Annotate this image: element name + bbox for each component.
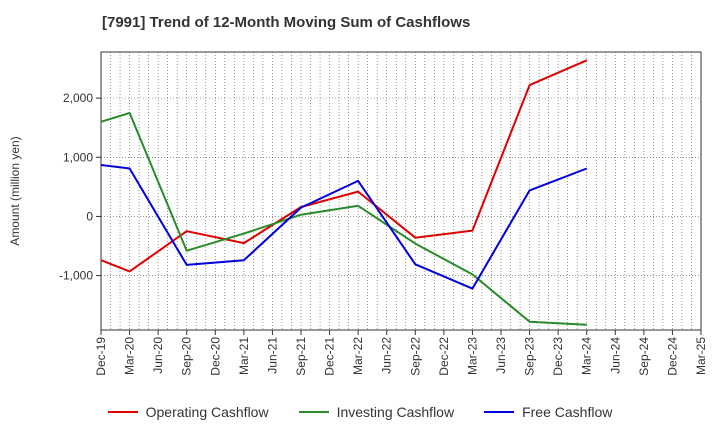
x-tick-label: Jun-20 (151, 337, 165, 374)
x-tick-label: Dec-24 (665, 337, 679, 376)
series-line-free-cashflow (100, 164, 588, 290)
x-axis-ticks: Dec-19 Mar-20 Jun-20 Sep-20 Dec-20 Mar-21 Jun-… (94, 330, 708, 376)
x-tick-label: Sep-22 (408, 337, 422, 376)
y-axis-ticks: -1,000 0 1,000 2,000 (59, 91, 101, 283)
x-tick-label: Dec-19 (94, 337, 108, 376)
plot-frame (100, 51, 702, 331)
legend: Operating Cashflow Investing Cashflow Fr… (0, 404, 720, 420)
legend-swatch-investing (298, 411, 329, 413)
x-tick-label: Sep-23 (523, 337, 537, 376)
series-lines (100, 59, 588, 326)
legend-item-operating: Operating Cashflow (107, 404, 269, 420)
grid (101, 52, 701, 330)
x-tick-label: Mar-22 (351, 337, 365, 375)
y-tick-label: 0 (86, 209, 93, 223)
x-tick-label: Mar-21 (237, 337, 251, 375)
x-tick-label: Dec-20 (208, 337, 222, 376)
chart-title: [7991] Trend of 12-Month Moving Sum of C… (102, 14, 471, 31)
legend-label-free: Free Cashflow (522, 404, 613, 420)
x-tick-label: Jun-22 (380, 337, 394, 374)
legend-label-investing: Investing Cashflow (336, 404, 455, 420)
x-tick-label: Sep-20 (180, 337, 194, 376)
y-tick-label: -1,000 (59, 269, 93, 283)
x-tick-label: Jun-23 (494, 337, 508, 374)
y-tick-label: 2,000 (63, 91, 93, 105)
x-tick-label: Mar-25 (694, 337, 708, 375)
x-tick-label: Sep-24 (637, 337, 651, 376)
legend-swatch-operating (107, 411, 138, 413)
x-tick-label: Dec-22 (437, 337, 451, 376)
series-line-investing-cashflow (100, 111, 587, 326)
x-tick-label: Dec-21 (323, 337, 337, 376)
x-tick-label: Mar-20 (123, 337, 137, 375)
x-tick-label: Jun-24 (608, 337, 622, 374)
series-line-operating-cashflow (100, 59, 588, 273)
x-tick-label: Dec-23 (551, 337, 565, 376)
y-tick-label: 1,000 (63, 150, 93, 164)
legend-swatch-free (484, 411, 515, 413)
x-tick-label: Mar-23 (465, 337, 479, 375)
y-axis-label: Amount (million yen) (8, 136, 22, 245)
legend-label-operating: Operating Cashflow (145, 404, 269, 420)
legend-item-investing: Investing Cashflow (298, 404, 455, 420)
legend-item-free: Free Cashflow (484, 404, 612, 420)
x-tick-label: Mar-24 (580, 337, 594, 375)
x-tick-label: Sep-21 (294, 337, 308, 376)
x-tick-label: Jun-21 (265, 337, 279, 374)
